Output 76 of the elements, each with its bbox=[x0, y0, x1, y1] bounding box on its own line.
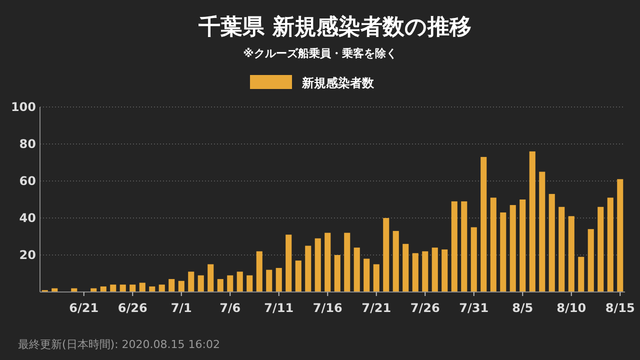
bar bbox=[529, 151, 536, 292]
x-tick-label: 8/5 bbox=[512, 301, 534, 315]
bar bbox=[334, 255, 340, 292]
bar bbox=[130, 284, 136, 292]
bar bbox=[412, 253, 418, 292]
bar bbox=[266, 270, 272, 292]
bar bbox=[617, 179, 624, 292]
bar bbox=[588, 229, 594, 292]
bar bbox=[364, 258, 370, 292]
bar bbox=[578, 256, 584, 292]
bar bbox=[607, 198, 614, 292]
x-tick-label: 7/11 bbox=[264, 301, 294, 315]
bar bbox=[149, 286, 156, 292]
bar bbox=[461, 201, 468, 292]
x-tick-label: 7/26 bbox=[410, 301, 440, 315]
bar bbox=[295, 260, 302, 292]
bar bbox=[100, 286, 106, 292]
x-tick-label: 7/21 bbox=[362, 301, 392, 315]
bar bbox=[354, 248, 360, 292]
bar bbox=[451, 201, 458, 292]
x-tick-label: 8/10 bbox=[556, 301, 586, 315]
bar bbox=[246, 275, 253, 292]
bar bbox=[227, 275, 234, 292]
bar bbox=[383, 218, 390, 292]
bar bbox=[392, 230, 399, 292]
bar bbox=[548, 194, 555, 292]
legend-label: 新規感染者数 bbox=[301, 76, 375, 90]
y-tick-label: 40 bbox=[19, 211, 36, 225]
x-tick-label: 6/21 bbox=[69, 301, 99, 315]
bar bbox=[139, 282, 146, 292]
bar bbox=[344, 232, 350, 292]
bar bbox=[236, 272, 243, 292]
y-tick-label: 80 bbox=[19, 137, 36, 151]
legend: 新規感染者数 bbox=[250, 75, 374, 90]
bar bbox=[510, 205, 516, 292]
chart-title: 千葉県 新規感染者数の推移 bbox=[198, 14, 472, 40]
bar bbox=[432, 248, 438, 292]
bar bbox=[208, 264, 214, 292]
bar bbox=[442, 249, 448, 292]
x-tick-label: 7/31 bbox=[459, 301, 489, 315]
bar bbox=[198, 275, 204, 292]
bar bbox=[520, 200, 526, 292]
x-tick-label: 6/26 bbox=[118, 301, 148, 315]
bar bbox=[598, 206, 604, 292]
x-tick-label: 8/15 bbox=[605, 301, 635, 315]
bar bbox=[305, 246, 312, 292]
bar bbox=[373, 264, 380, 292]
bar bbox=[168, 279, 175, 292]
chart-subtitle: ※クルーズ船乗員・乗客を除く bbox=[243, 47, 397, 60]
bar bbox=[422, 251, 428, 292]
bar bbox=[558, 206, 565, 292]
bar bbox=[188, 272, 194, 292]
y-tick-label: 100 bbox=[10, 100, 36, 114]
bar bbox=[276, 268, 282, 292]
bar bbox=[480, 156, 487, 292]
bar bbox=[110, 284, 116, 292]
x-tick-label: 7/16 bbox=[312, 301, 342, 315]
bar bbox=[324, 232, 331, 292]
bar bbox=[470, 227, 477, 292]
bar bbox=[286, 234, 292, 292]
bar bbox=[500, 212, 506, 292]
bar bbox=[490, 198, 496, 292]
bar bbox=[158, 284, 165, 292]
bar bbox=[178, 280, 184, 292]
x-tick-label: 7/6 bbox=[220, 301, 241, 315]
y-tick-label: 20 bbox=[19, 248, 36, 262]
y-tick-label: 60 bbox=[19, 174, 36, 188]
bar bbox=[314, 238, 321, 292]
bar bbox=[120, 284, 126, 292]
bar bbox=[217, 279, 224, 292]
bar bbox=[539, 172, 546, 292]
text: 最終更新(日本時間): 2020.08.15 16:02 bbox=[18, 338, 220, 351]
x-tick-label: 7/1 bbox=[170, 301, 192, 315]
bar bbox=[568, 216, 574, 292]
bar bbox=[402, 244, 409, 292]
bar bbox=[256, 251, 262, 292]
